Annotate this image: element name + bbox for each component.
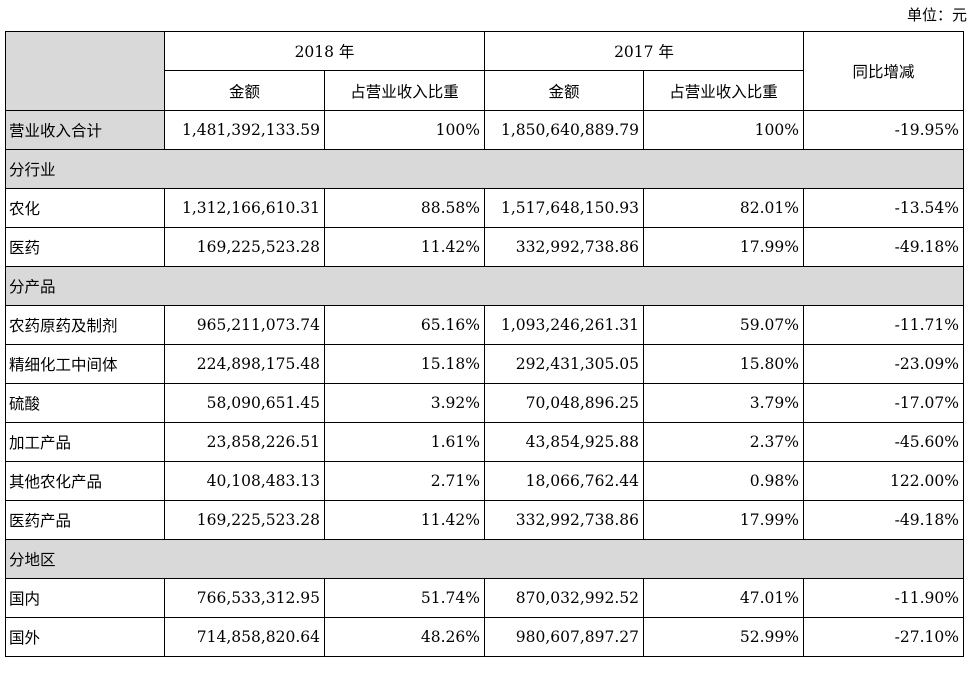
row-label: 农化 [5,188,165,228]
ratio-2018: 15.18% [324,344,485,384]
ratio-2017: 15.80% [643,344,804,384]
header-ratio-2017: 占营业收入比重 [643,70,804,111]
row-label: 营业收入合计 [5,110,165,150]
ratio-2017: 17.99% [643,500,804,540]
yoy-change: -13.54% [803,188,964,228]
row-label: 硫酸 [5,383,165,423]
yoy-change: -27.10% [803,617,964,657]
amount-2017: 70,048,896.25 [484,383,644,423]
amount-2018: 965,211,073.74 [164,305,325,345]
amount-2017: 292,431,305.05 [484,344,644,384]
amount-2018: 714,858,820.64 [164,617,325,657]
section-row-region: 分地区 [5,539,964,579]
table-row: 国内 766,533,312.95 51.74% 870,032,992.52 … [5,578,964,618]
amount-2017: 43,854,925.88 [484,422,644,462]
ratio-2018: 2.71% [324,461,485,501]
table-row-total: 营业收入合计 1,481,392,133.59 100% 1,850,640,8… [5,110,964,150]
row-label: 加工产品 [5,422,165,462]
ratio-2017: 100% [643,110,804,150]
amount-2018: 1,312,166,610.31 [164,188,325,228]
header-amount-2018: 金额 [164,70,325,111]
yoy-change: 122.00% [803,461,964,501]
ratio-2018: 3.92% [324,383,485,423]
yoy-change: -19.95% [803,110,964,150]
ratio-2017: 0.98% [643,461,804,501]
ratio-2018: 100% [324,110,485,150]
table-row: 精细化工中间体 224,898,175.48 15.18% 292,431,30… [5,344,964,384]
section-row-product: 分产品 [5,266,964,306]
table-row: 硫酸 58,090,651.45 3.92% 70,048,896.25 3.7… [5,383,964,423]
amount-2017: 18,066,762.44 [484,461,644,501]
ratio-2018: 11.42% [324,227,485,267]
ratio-2018: 65.16% [324,305,485,345]
ratio-2018: 48.26% [324,617,485,657]
header-row-columns: 金额 占营业收入比重 金额 占营业收入比重 [6,70,964,111]
ratio-2017: 47.01% [643,578,804,618]
yoy-change: -45.60% [803,422,964,462]
row-label: 国内 [5,578,165,618]
yoy-change: -11.71% [803,305,964,345]
amount-2017: 332,992,738.86 [484,500,644,540]
ratio-2017: 52.99% [643,617,804,657]
table-row: 加工产品 23,858,226.51 1.61% 43,854,925.88 2… [5,422,964,462]
amount-2017: 1,517,648,150.93 [484,188,644,228]
ratio-2018: 1.61% [324,422,485,462]
section-label: 分地区 [5,539,964,579]
amount-2018: 40,108,483.13 [164,461,325,501]
amount-2017: 332,992,738.86 [484,227,644,267]
amount-2017: 980,607,897.27 [484,617,644,657]
section-label: 分行业 [5,149,964,189]
section-label: 分产品 [5,266,964,306]
header-2018: 2018 年 [164,31,485,71]
yoy-change: -23.09% [803,344,964,384]
table-row: 农化 1,312,166,610.31 88.58% 1,517,648,150… [5,188,964,228]
yoy-change: -49.18% [803,227,964,267]
amount-2017: 1,093,246,261.31 [484,305,644,345]
row-label: 精细化工中间体 [5,344,165,384]
ratio-2017: 2.37% [643,422,804,462]
ratio-2017: 3.79% [643,383,804,423]
ratio-2017: 59.07% [643,305,804,345]
header-ratio-2018: 占营业收入比重 [324,70,485,111]
amount-2017: 870,032,992.52 [484,578,644,618]
header-corner [5,31,165,111]
ratio-2018: 51.74% [324,578,485,618]
yoy-change: -17.07% [803,383,964,423]
section-row-industry: 分行业 [5,149,964,189]
row-label: 其他农化产品 [5,461,165,501]
ratio-2018: 88.58% [324,188,485,228]
amount-2018: 169,225,523.28 [164,227,325,267]
yoy-change: -49.18% [803,500,964,540]
table-row: 其他农化产品 40,108,483.13 2.71% 18,066,762.44… [5,461,964,501]
amount-2018: 1,481,392,133.59 [164,110,325,150]
table-row: 农药原药及制剂 965,211,073.74 65.16% 1,093,246,… [5,305,964,345]
ratio-2017: 82.01% [643,188,804,228]
amount-2017: 1,850,640,889.79 [484,110,644,150]
table-row: 国外 714,858,820.64 48.26% 980,607,897.27 … [5,617,964,657]
table-row: 医药产品 169,225,523.28 11.42% 332,992,738.8… [5,500,964,540]
revenue-table: 2018 年 2017 年 同比增减 金额 占营业收入比重 金额 占营业收入比重… [5,31,964,657]
amount-2018: 169,225,523.28 [164,500,325,540]
row-label: 农药原药及制剂 [5,305,165,345]
ratio-2017: 17.99% [643,227,804,267]
header-yoy: 同比增减 [803,31,964,111]
unit-label: 单位：元 [906,6,967,24]
row-label: 医药 [5,227,165,267]
row-label: 国外 [5,617,165,657]
yoy-change: -11.90% [803,578,964,618]
ratio-2018: 11.42% [324,500,485,540]
amount-2018: 224,898,175.48 [164,344,325,384]
table-row: 医药 169,225,523.28 11.42% 332,992,738.86 … [5,227,964,267]
amount-2018: 23,858,226.51 [164,422,325,462]
amount-2018: 766,533,312.95 [164,578,325,618]
header-2017: 2017 年 [484,31,804,71]
row-label: 医药产品 [5,500,165,540]
amount-2018: 58,090,651.45 [164,383,325,423]
header-amount-2017: 金额 [484,70,644,111]
header-row-years: 2018 年 2017 年 同比增减 [5,31,964,111]
